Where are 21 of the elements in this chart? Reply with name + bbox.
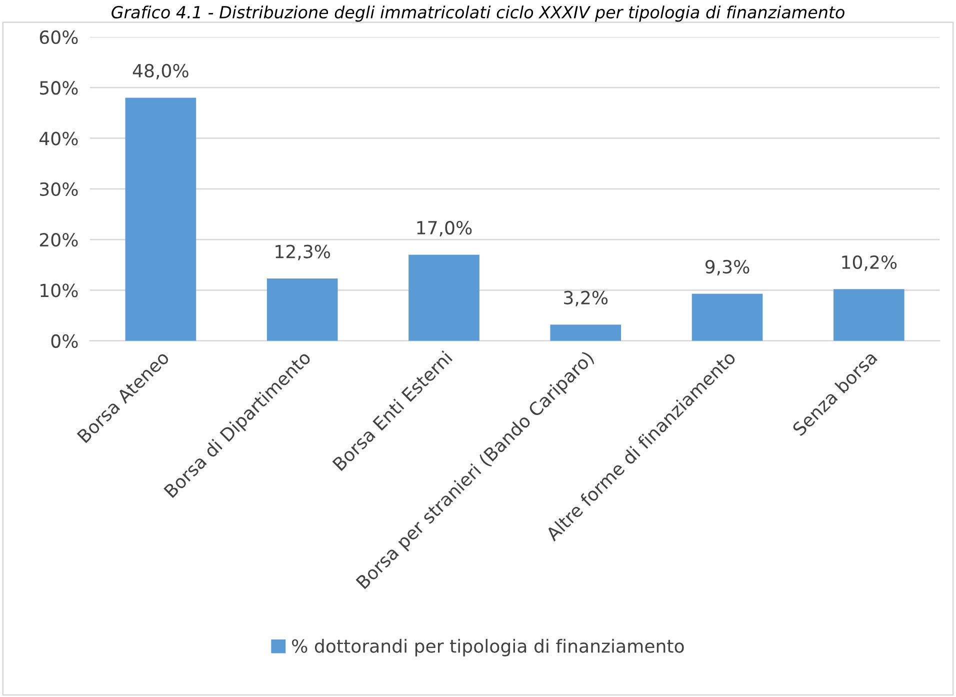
y-tick-label: 30%: [40, 182, 78, 196]
y-tick-label: 0%: [51, 334, 78, 348]
bar: [125, 98, 196, 341]
data-label: 12,3%: [276, 244, 330, 260]
y-tick-label: 20%: [40, 232, 78, 247]
data-label: 9,3%: [705, 260, 750, 276]
data-label: 17,0%: [417, 220, 472, 236]
bar: [266, 278, 338, 341]
data-label: 3,2%: [564, 290, 608, 306]
data-label: 48,0%: [132, 64, 188, 80]
y-tick-label: 50%: [40, 81, 78, 95]
bar: [408, 254, 480, 341]
y-tick-label: 60%: [40, 30, 78, 44]
y-tick-label: 10%: [40, 284, 78, 298]
bar: [692, 294, 763, 341]
bar: [834, 289, 904, 341]
data-label: 10,2%: [842, 255, 897, 271]
bar: [550, 324, 622, 341]
chart-title: Grafico 4.1 - Distribuzione degli immatricolati ciclo XXXIV per tipologia di finanziamento: [112, 6, 844, 22]
legend-label: % dottorandi per tipologia di finanziamento: [292, 638, 684, 656]
y-tick-label: 40%: [40, 132, 78, 146]
